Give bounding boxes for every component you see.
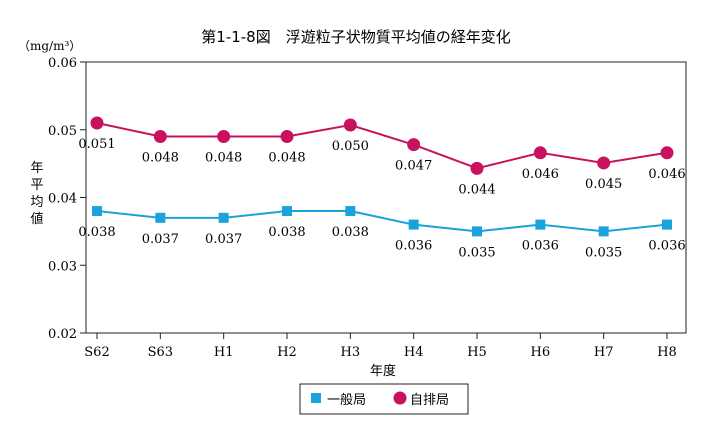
x-tick-label: S62 [84, 345, 109, 360]
data-label: 0.036 [648, 239, 685, 254]
unit-label: （mg/m³） [18, 39, 81, 53]
data-label: 0.051 [78, 137, 115, 152]
data-point [345, 206, 356, 217]
x-axis-label: 年度 [370, 363, 396, 379]
legend-box [299, 383, 469, 415]
legend-label: 一般局 [327, 392, 366, 408]
y-axis-ticks: 0.06 0.05 0.04 0.03 0.02 [48, 56, 86, 342]
data-point [217, 130, 231, 144]
x-tick-label: H7 [594, 345, 614, 360]
data-label: 0.037 [142, 232, 179, 247]
x-tick-label: H5 [467, 345, 487, 360]
data-label: 0.050 [332, 139, 369, 154]
data-point [597, 156, 611, 170]
y-axis-label-char: 年 [30, 161, 43, 176]
data-label: 0.045 [585, 177, 622, 192]
legend: 一般局 自排局 [311, 391, 449, 408]
data-point [472, 226, 482, 237]
data-point [662, 219, 672, 230]
x-tick-label: H1 [214, 345, 234, 360]
data-label: 0.035 [585, 245, 622, 260]
y-tick-label: 0.05 [48, 124, 77, 139]
data-label: 0.048 [205, 151, 242, 166]
data-point [155, 212, 166, 223]
data-point [280, 130, 294, 144]
y-tick-label: 0.04 [48, 192, 77, 207]
data-label: 0.038 [78, 225, 115, 240]
data-label: 0.044 [458, 182, 495, 197]
plot-area [85, 61, 687, 334]
y-tick-label: 0.02 [48, 327, 77, 342]
data-point [282, 206, 292, 217]
data-point [533, 146, 547, 160]
data-label: 0.035 [458, 245, 495, 260]
y-tick-label: 0.06 [48, 56, 77, 71]
x-tick-label: H2 [277, 345, 297, 360]
legend-label: 自排局 [410, 393, 449, 408]
y-axis-label-char: 均 [30, 195, 43, 210]
data-label: 0.038 [332, 225, 369, 240]
data-label: 0.046 [522, 167, 559, 182]
x-tick-label: H3 [341, 345, 361, 360]
x-tick-label: H6 [531, 345, 551, 360]
data-point [218, 212, 229, 223]
data-point [408, 219, 419, 230]
series-line [96, 121, 668, 170]
data-point [90, 116, 104, 130]
x-tick-label: H8 [657, 345, 677, 360]
data-point [92, 206, 102, 217]
x-tick-label: H4 [404, 345, 424, 360]
chart-title: 第1-1-8図 浮遊粒子状物質平均値の経年変化 [201, 28, 510, 46]
data-label: 0.036 [522, 239, 559, 254]
data-point [660, 146, 674, 160]
y-tick-label: 0.03 [48, 259, 77, 274]
data-label: 0.037 [205, 232, 242, 247]
data-label: 0.046 [648, 167, 685, 182]
series-line [96, 210, 668, 233]
x-tick-label: S63 [148, 345, 173, 360]
legend-marker [393, 391, 407, 405]
series-layer: 0.038 0.037 0.037 0.038 0.038 0.036 0.035 0.036… [78, 116, 686, 260]
data-label: 0.048 [142, 151, 179, 166]
data-point [470, 161, 484, 175]
data-label: 0.036 [395, 239, 432, 254]
y-axis-label-char: 値 [30, 211, 43, 227]
data-point [343, 118, 357, 132]
data-label: 0.048 [268, 151, 305, 166]
x-axis-ticks: S62 S63 H1 H2 H3 H4 H5 H6 H7 H8 [84, 333, 677, 360]
legend-marker [311, 393, 321, 403]
data-point [535, 219, 546, 230]
y-axis-label-char: 平 [30, 178, 43, 193]
data-point [407, 138, 421, 152]
data-point [598, 226, 609, 237]
data-point [153, 130, 167, 144]
data-label: 0.038 [268, 225, 305, 240]
data-label: 0.047 [395, 159, 432, 174]
